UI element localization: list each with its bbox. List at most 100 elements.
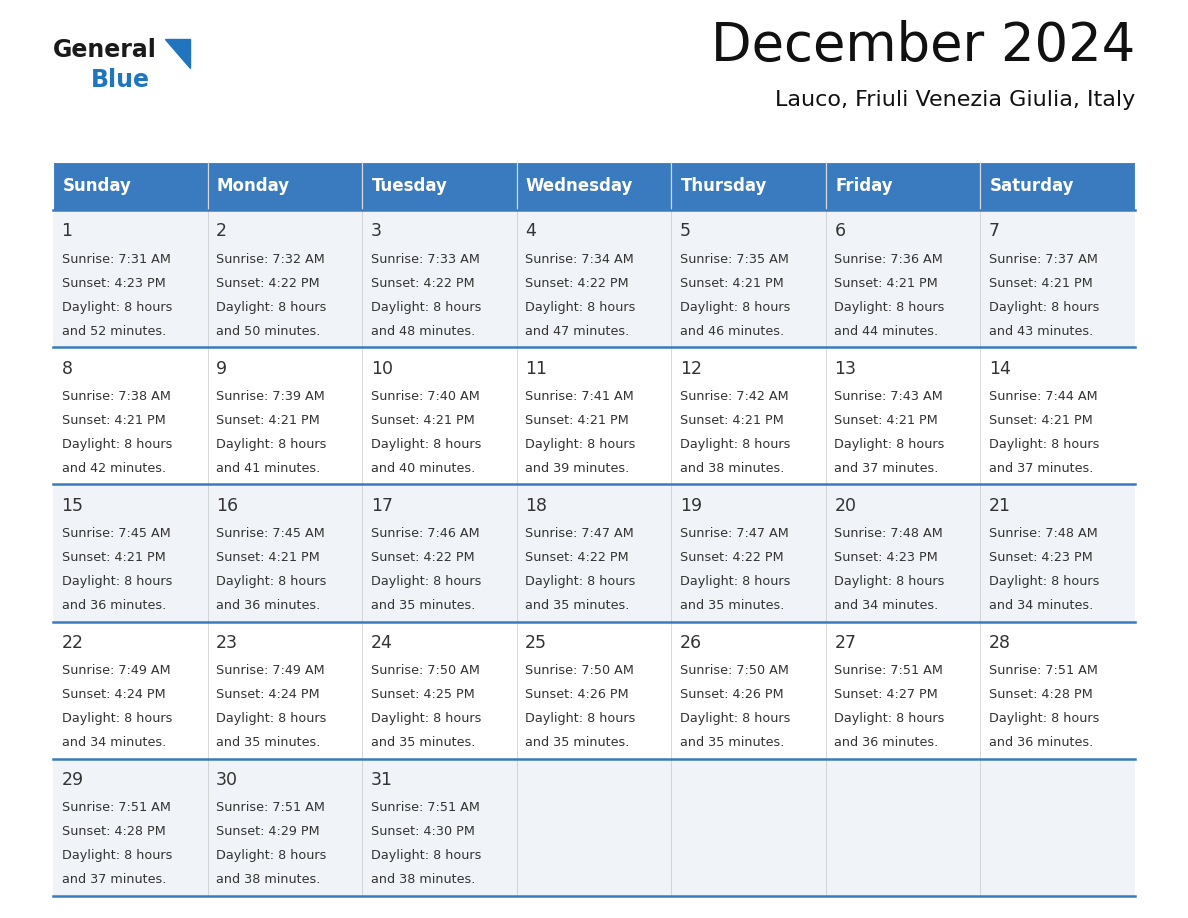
Text: Daylight: 8 hours: Daylight: 8 hours (216, 849, 327, 862)
Text: Tuesday: Tuesday (372, 177, 448, 195)
Text: and 36 minutes.: and 36 minutes. (62, 599, 166, 612)
Text: 5: 5 (680, 222, 690, 241)
Text: 25: 25 (525, 634, 548, 652)
Text: Sunset: 4:24 PM: Sunset: 4:24 PM (216, 688, 320, 701)
Text: Daylight: 8 hours: Daylight: 8 hours (62, 712, 172, 725)
Text: Sunrise: 7:51 AM: Sunrise: 7:51 AM (216, 801, 326, 814)
Text: Sunrise: 7:46 AM: Sunrise: 7:46 AM (371, 527, 479, 540)
Text: 1: 1 (62, 222, 72, 241)
Text: Lauco, Friuli Venezia Giulia, Italy: Lauco, Friuli Venezia Giulia, Italy (775, 90, 1135, 110)
Text: and 35 minutes.: and 35 minutes. (525, 736, 630, 749)
Text: Daylight: 8 hours: Daylight: 8 hours (988, 712, 1099, 725)
Text: Daylight: 8 hours: Daylight: 8 hours (680, 300, 790, 314)
Text: Sunrise: 7:50 AM: Sunrise: 7:50 AM (371, 664, 480, 677)
Text: 27: 27 (834, 634, 857, 652)
Text: Sunset: 4:21 PM: Sunset: 4:21 PM (834, 276, 939, 289)
Text: and 38 minutes.: and 38 minutes. (680, 462, 784, 475)
Text: 17: 17 (371, 497, 393, 515)
Text: Sunset: 4:22 PM: Sunset: 4:22 PM (525, 551, 628, 564)
Text: Sunrise: 7:33 AM: Sunrise: 7:33 AM (371, 252, 480, 265)
Bar (53, 759, 1135, 896)
Text: and 36 minutes.: and 36 minutes. (216, 599, 321, 612)
Text: Sunset: 4:23 PM: Sunset: 4:23 PM (988, 551, 1093, 564)
Text: Sunrise: 7:51 AM: Sunrise: 7:51 AM (62, 801, 170, 814)
Text: and 35 minutes.: and 35 minutes. (216, 736, 321, 749)
Text: Sunrise: 7:36 AM: Sunrise: 7:36 AM (834, 252, 943, 265)
Text: Sunset: 4:26 PM: Sunset: 4:26 PM (525, 688, 628, 701)
Text: Sunset: 4:21 PM: Sunset: 4:21 PM (371, 414, 474, 427)
Text: Sunset: 4:30 PM: Sunset: 4:30 PM (371, 825, 474, 838)
Text: Sunrise: 7:47 AM: Sunrise: 7:47 AM (680, 527, 789, 540)
Text: and 34 minutes.: and 34 minutes. (988, 599, 1093, 612)
Text: Sunset: 4:21 PM: Sunset: 4:21 PM (216, 551, 320, 564)
Text: Daylight: 8 hours: Daylight: 8 hours (988, 300, 1099, 314)
Text: Daylight: 8 hours: Daylight: 8 hours (62, 438, 172, 451)
Text: 14: 14 (988, 360, 1011, 377)
Text: and 34 minutes.: and 34 minutes. (62, 736, 166, 749)
Text: and 37 minutes.: and 37 minutes. (988, 462, 1093, 475)
Text: Friday: Friday (835, 177, 892, 195)
Text: Thursday: Thursday (681, 177, 767, 195)
Text: Sunrise: 7:48 AM: Sunrise: 7:48 AM (988, 527, 1098, 540)
Text: and 35 minutes.: and 35 minutes. (371, 599, 475, 612)
Text: 12: 12 (680, 360, 702, 377)
Text: Daylight: 8 hours: Daylight: 8 hours (525, 438, 636, 451)
Text: and 35 minutes.: and 35 minutes. (680, 599, 784, 612)
Text: 3: 3 (371, 222, 381, 241)
Text: Sunrise: 7:51 AM: Sunrise: 7:51 AM (988, 664, 1098, 677)
Text: Daylight: 8 hours: Daylight: 8 hours (680, 575, 790, 588)
Text: Sunset: 4:22 PM: Sunset: 4:22 PM (371, 276, 474, 289)
Bar (517, 162, 671, 210)
Text: Sunset: 4:21 PM: Sunset: 4:21 PM (834, 414, 939, 427)
Text: Daylight: 8 hours: Daylight: 8 hours (988, 438, 1099, 451)
Text: Daylight: 8 hours: Daylight: 8 hours (525, 575, 636, 588)
Text: Daylight: 8 hours: Daylight: 8 hours (988, 575, 1099, 588)
Text: 31: 31 (371, 771, 393, 789)
Text: Sunrise: 7:31 AM: Sunrise: 7:31 AM (62, 252, 170, 265)
Text: Daylight: 8 hours: Daylight: 8 hours (371, 575, 481, 588)
Text: 9: 9 (216, 360, 227, 377)
Text: Monday: Monday (217, 177, 290, 195)
Text: and 36 minutes.: and 36 minutes. (834, 736, 939, 749)
Text: Sunset: 4:21 PM: Sunset: 4:21 PM (62, 414, 165, 427)
Text: 8: 8 (62, 360, 72, 377)
Bar (53, 210, 1135, 347)
Text: Sunset: 4:22 PM: Sunset: 4:22 PM (680, 551, 783, 564)
Text: Daylight: 8 hours: Daylight: 8 hours (371, 300, 481, 314)
Text: Sunrise: 7:39 AM: Sunrise: 7:39 AM (216, 390, 324, 403)
Bar (53, 347, 1135, 485)
Text: Sunrise: 7:34 AM: Sunrise: 7:34 AM (525, 252, 634, 265)
Text: December 2024: December 2024 (710, 20, 1135, 72)
Text: Daylight: 8 hours: Daylight: 8 hours (216, 575, 327, 588)
Text: Sunrise: 7:51 AM: Sunrise: 7:51 AM (371, 801, 480, 814)
Text: Sunset: 4:22 PM: Sunset: 4:22 PM (371, 551, 474, 564)
Text: Sunrise: 7:49 AM: Sunrise: 7:49 AM (216, 664, 324, 677)
Text: and 41 minutes.: and 41 minutes. (216, 462, 321, 475)
Text: 16: 16 (216, 497, 239, 515)
Text: Daylight: 8 hours: Daylight: 8 hours (62, 849, 172, 862)
Bar (826, 162, 980, 210)
Text: and 35 minutes.: and 35 minutes. (525, 599, 630, 612)
Text: 20: 20 (834, 497, 857, 515)
Text: Sunset: 4:25 PM: Sunset: 4:25 PM (371, 688, 474, 701)
Text: Sunrise: 7:32 AM: Sunrise: 7:32 AM (216, 252, 324, 265)
Text: Wednesday: Wednesday (526, 177, 633, 195)
Text: and 46 minutes.: and 46 minutes. (680, 325, 784, 338)
Text: Daylight: 8 hours: Daylight: 8 hours (371, 712, 481, 725)
Text: Daylight: 8 hours: Daylight: 8 hours (62, 575, 172, 588)
Text: Sunrise: 7:51 AM: Sunrise: 7:51 AM (834, 664, 943, 677)
Text: 29: 29 (62, 771, 83, 789)
Text: Sunset: 4:21 PM: Sunset: 4:21 PM (988, 414, 1093, 427)
Text: Blue: Blue (91, 68, 150, 92)
Text: 7: 7 (988, 222, 1000, 241)
Text: Sunset: 4:28 PM: Sunset: 4:28 PM (988, 688, 1093, 701)
Text: Sunrise: 7:38 AM: Sunrise: 7:38 AM (62, 390, 170, 403)
Text: Sunset: 4:26 PM: Sunset: 4:26 PM (680, 688, 783, 701)
Text: 23: 23 (216, 634, 238, 652)
Bar (53, 485, 1135, 621)
Text: and 50 minutes.: and 50 minutes. (216, 325, 321, 338)
Text: Sunrise: 7:41 AM: Sunrise: 7:41 AM (525, 390, 634, 403)
Text: Sunset: 4:21 PM: Sunset: 4:21 PM (216, 414, 320, 427)
Text: Sunset: 4:22 PM: Sunset: 4:22 PM (216, 276, 320, 289)
Text: and 38 minutes.: and 38 minutes. (371, 873, 475, 887)
